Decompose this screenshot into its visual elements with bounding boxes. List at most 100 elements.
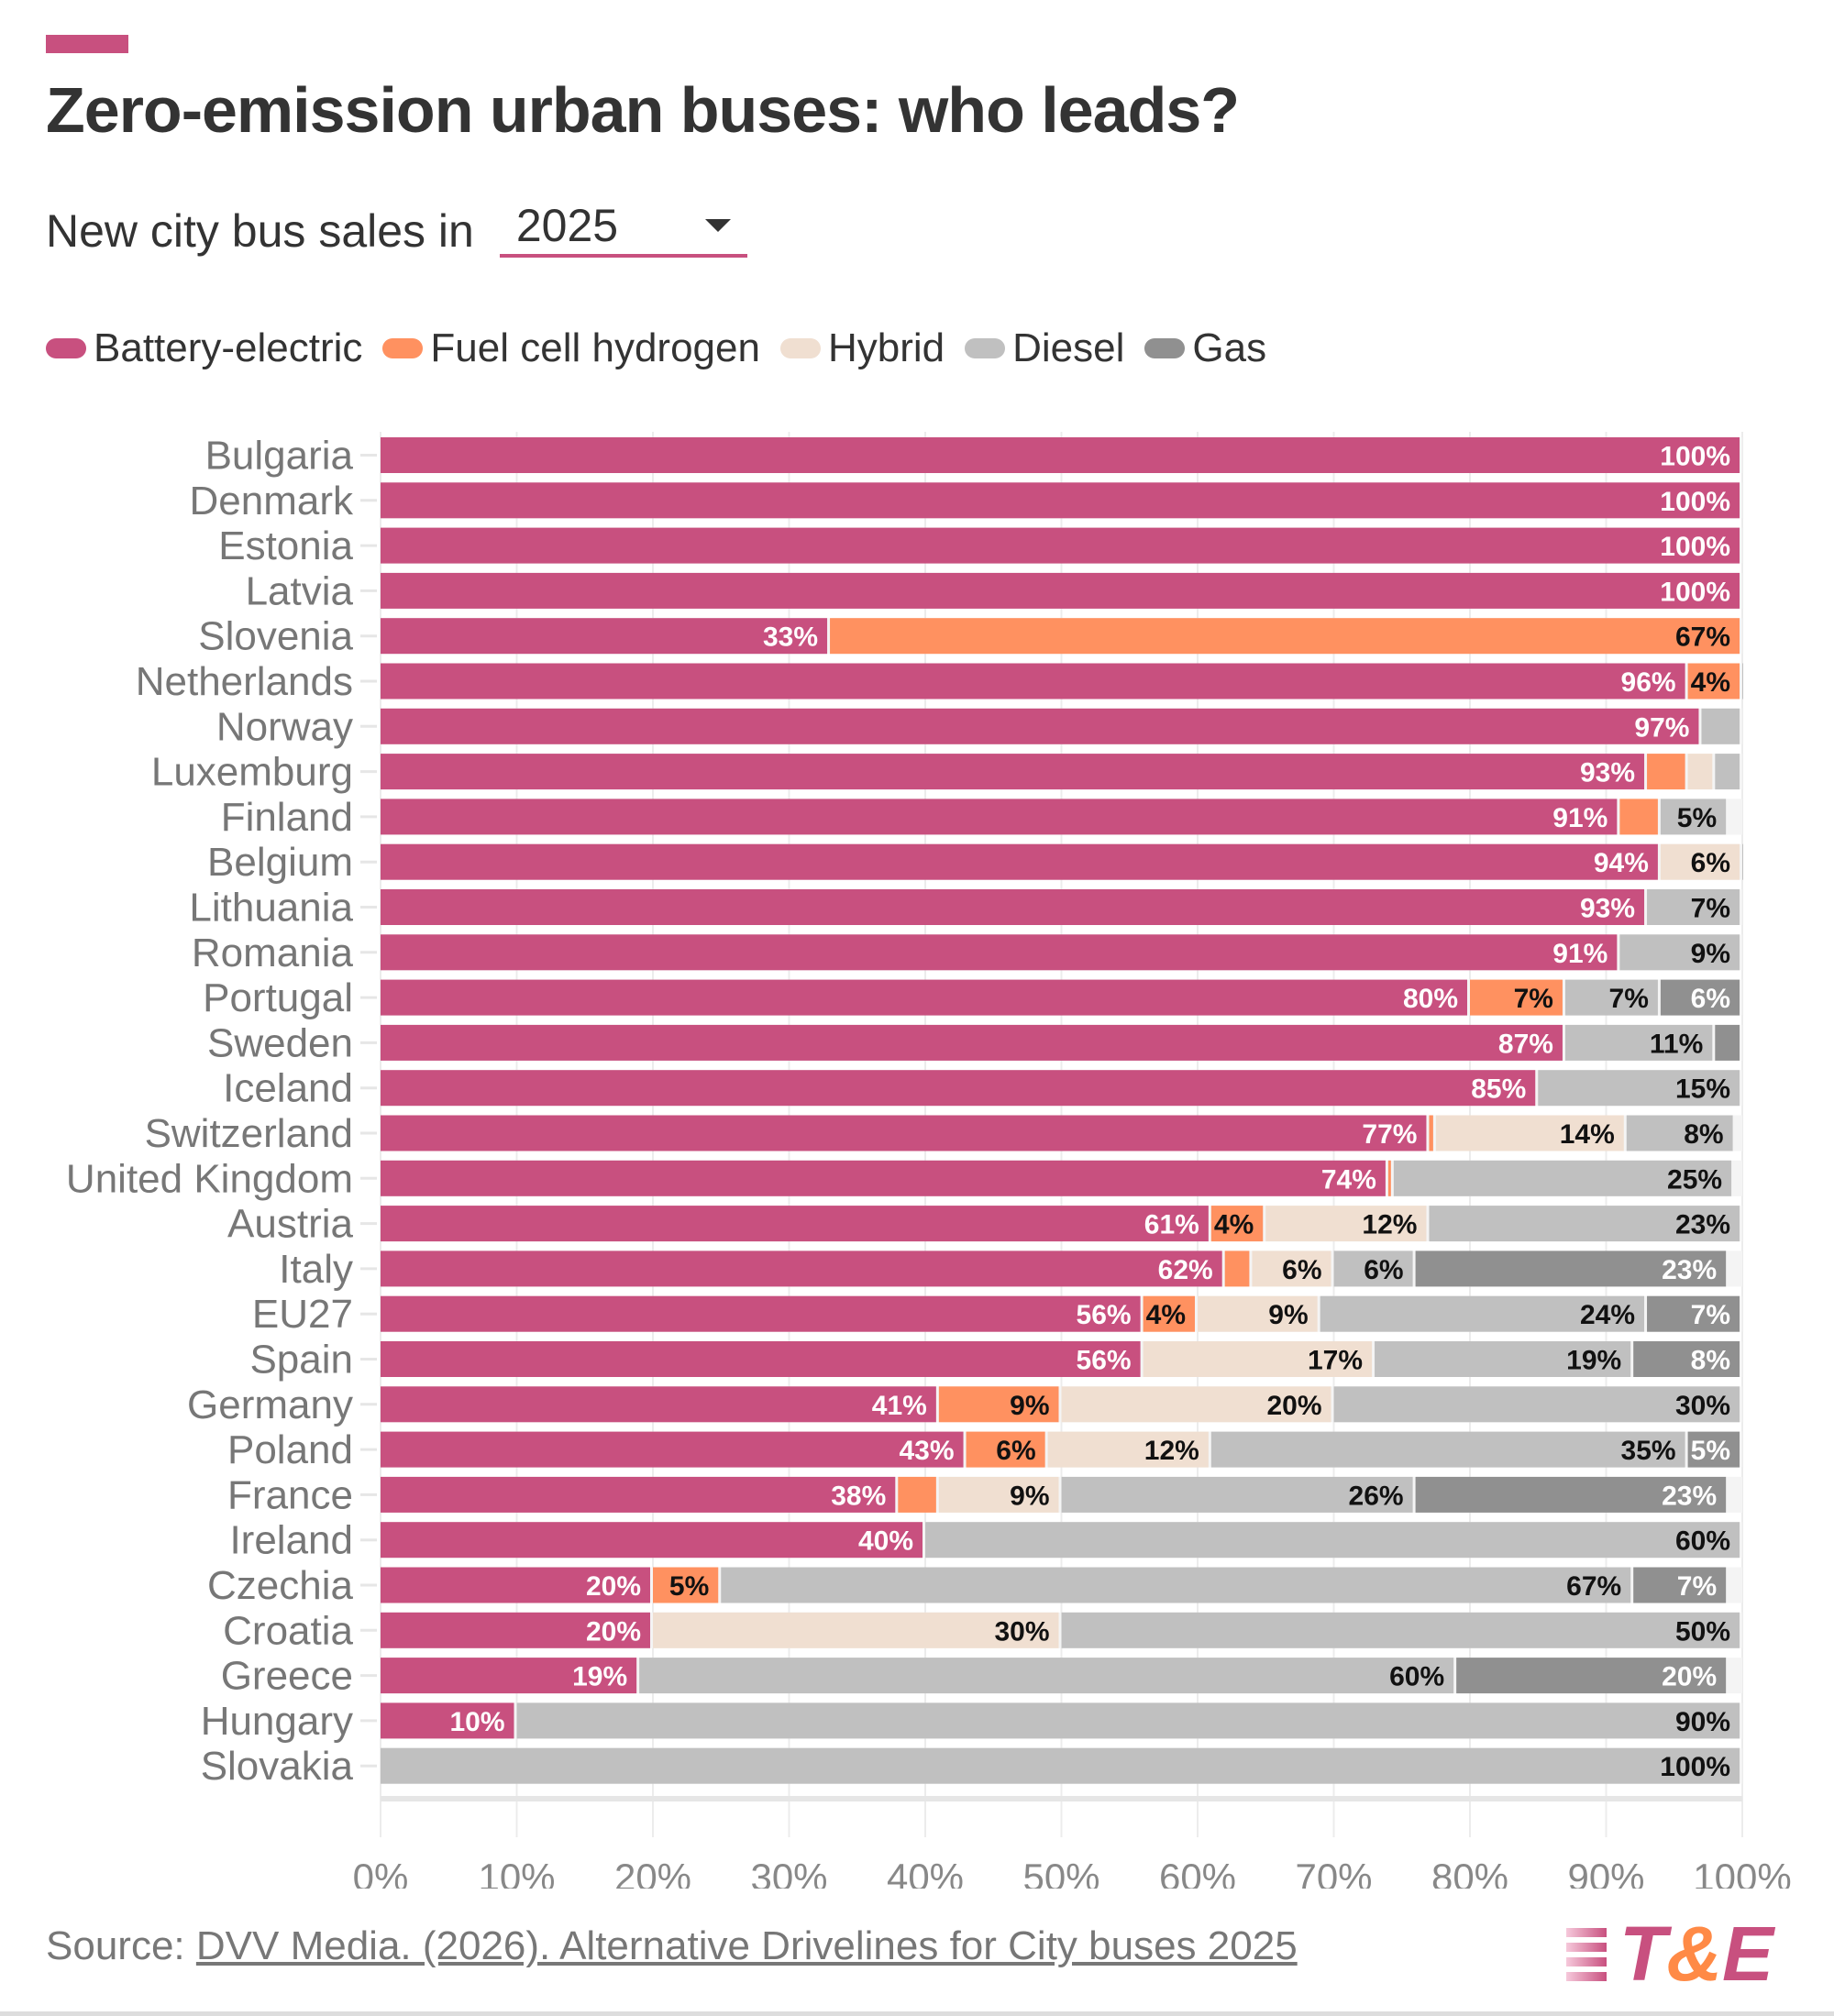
bar-segment — [1429, 1206, 1740, 1242]
bar-segment — [1660, 843, 1740, 880]
bar-segment — [1415, 1250, 1727, 1287]
data-label: 100% — [1660, 442, 1730, 472]
bar-segment — [381, 1702, 514, 1739]
bar-segment — [1564, 1024, 1713, 1061]
y-category-label: Switzerland — [145, 1111, 353, 1156]
data-label: 43% — [900, 1436, 955, 1466]
data-label: 4% — [1146, 1300, 1186, 1330]
bar-segment — [1715, 754, 1740, 790]
data-label: 90% — [1675, 1707, 1730, 1737]
te-logo: T&E — [1566, 1910, 1773, 1999]
data-label: 8% — [1684, 1119, 1723, 1150]
bar-segment — [1252, 1250, 1331, 1287]
bar-segment — [1061, 1476, 1413, 1513]
year-select[interactable]: 2025 — [499, 197, 747, 258]
data-label: 77% — [1362, 1119, 1417, 1150]
bar-segment — [938, 1386, 1059, 1423]
y-category-label: Austria — [227, 1202, 353, 1247]
data-label: 93% — [1580, 758, 1635, 788]
bar-segment — [381, 979, 1467, 1016]
bar-segment — [1687, 754, 1713, 790]
bar-segment — [1143, 1295, 1195, 1332]
y-category-label: Norway — [216, 704, 353, 749]
y-category-label: Finland — [221, 795, 353, 840]
x-tick-label: 50% — [1022, 1856, 1099, 1889]
data-label: 91% — [1552, 939, 1608, 969]
bar-segment — [1061, 1612, 1740, 1648]
legend-label: Diesel — [1012, 325, 1125, 370]
data-label: 8% — [1691, 1346, 1730, 1376]
bar-segment — [1742, 663, 1743, 700]
data-label: 23% — [1675, 1210, 1730, 1240]
bottom-divider — [0, 2011, 1834, 2016]
y-category-label: Poland — [227, 1427, 353, 1472]
bar-segment — [1210, 1431, 1685, 1468]
data-label: 6% — [1364, 1255, 1403, 1285]
source-link[interactable]: DVV Media. (2026). Alternative Driveline… — [195, 1923, 1298, 1968]
bar-segment — [653, 1612, 1059, 1648]
data-label: 96% — [1621, 667, 1676, 698]
data-label: 19% — [1566, 1346, 1621, 1376]
data-label: 25% — [1667, 1164, 1722, 1195]
data-label: 6% — [1691, 984, 1730, 1014]
data-label: 60% — [1389, 1662, 1444, 1692]
data-label: 7% — [1691, 894, 1730, 924]
bar-segment — [381, 1115, 1427, 1151]
data-label: 94% — [1594, 848, 1649, 878]
y-category-label: Slovakia — [201, 1744, 354, 1789]
bar-segment — [1564, 979, 1658, 1016]
bar-segment — [1660, 979, 1740, 1016]
bar-segment — [1647, 754, 1685, 790]
bar-segment — [381, 1522, 923, 1559]
y-category-label: France — [227, 1472, 353, 1517]
y-category-label: Romania — [192, 931, 354, 975]
bar-segment — [381, 1070, 1536, 1107]
data-label: 5% — [669, 1571, 709, 1602]
data-label: 20% — [1266, 1391, 1321, 1421]
bar-segment — [381, 1567, 650, 1603]
x-tick-label: 90% — [1567, 1856, 1644, 1889]
bar-segment — [1224, 1250, 1250, 1287]
bar-segment — [381, 1250, 1222, 1287]
bar-segment — [1701, 708, 1740, 744]
data-label: 24% — [1580, 1300, 1635, 1330]
bar-segment — [516, 1702, 1740, 1739]
bar-segment — [925, 1522, 1740, 1559]
legend-item-fuel-cell-hydrogen: Fuel cell hydrogen — [382, 325, 760, 371]
y-category-label: Belgium — [207, 840, 353, 885]
y-category-label: Germany — [187, 1383, 353, 1427]
bar-segment — [1415, 1476, 1727, 1513]
bar-segment — [1742, 843, 1743, 880]
bar-segment — [381, 754, 1645, 790]
bar-segment — [898, 1476, 936, 1513]
bar-segment — [1393, 1160, 1732, 1196]
legend-swatch — [46, 338, 86, 358]
data-label: 10% — [449, 1707, 504, 1737]
legend-item-hybrid: Hybrid — [779, 325, 945, 371]
y-category-label: Croatia — [223, 1608, 353, 1653]
bar-segment — [381, 799, 1618, 835]
bar-segment — [381, 708, 1699, 744]
data-label: 7% — [1514, 984, 1553, 1014]
y-category-label: Greece — [221, 1654, 353, 1699]
data-label: 100% — [1660, 532, 1730, 562]
bar-segment — [1210, 1206, 1264, 1242]
data-label: 67% — [1566, 1571, 1621, 1602]
data-label: 80% — [1403, 984, 1458, 1014]
bar-segment — [1538, 1070, 1740, 1107]
data-label: 85% — [1471, 1074, 1526, 1105]
data-label: 6% — [1282, 1255, 1321, 1285]
data-label: 15% — [1675, 1074, 1730, 1105]
data-label: 62% — [1158, 1255, 1213, 1285]
year-select-value: 2025 — [515, 200, 619, 251]
bar-segment — [1619, 799, 1658, 835]
y-category-label: Latvia — [246, 568, 354, 613]
bar-segment — [1687, 1431, 1740, 1468]
data-label: 7% — [1609, 984, 1649, 1014]
x-tick-label: 80% — [1431, 1856, 1508, 1889]
bar-segment — [381, 1747, 1740, 1784]
bar-segment — [381, 934, 1618, 971]
data-label: 67% — [1675, 622, 1730, 653]
bar-segment — [1265, 1206, 1427, 1242]
legend-swatch — [779, 338, 821, 358]
